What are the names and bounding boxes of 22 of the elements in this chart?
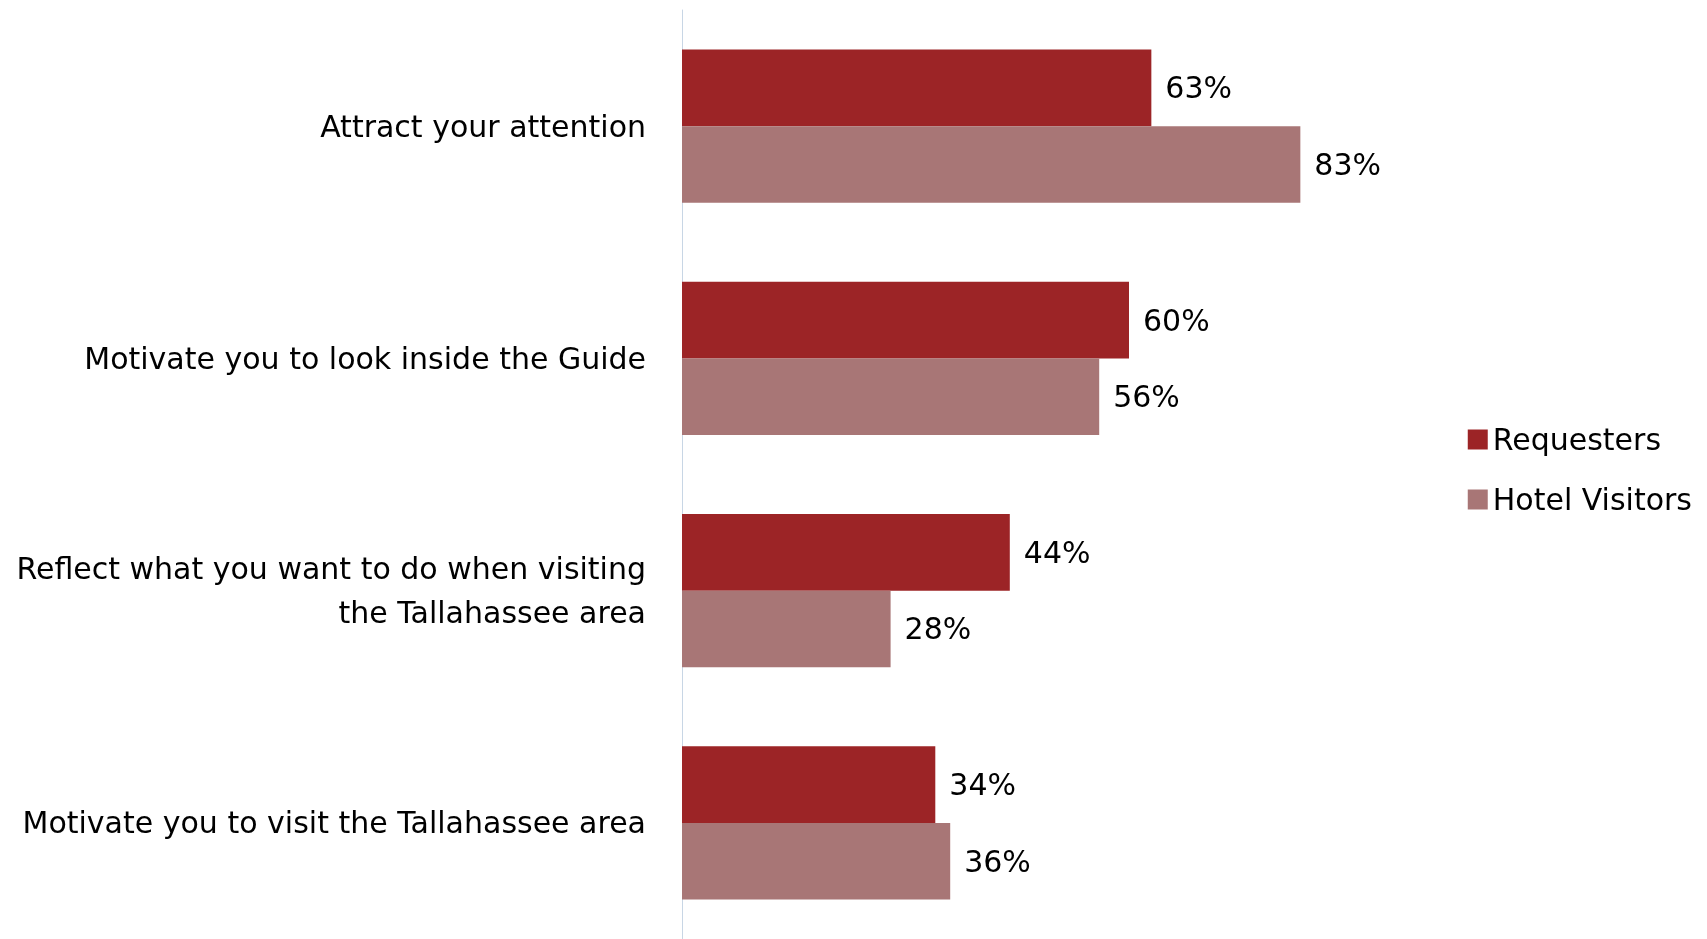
- bar: [682, 281, 1129, 359]
- bar: [682, 49, 1152, 127]
- data-label: 36%: [964, 843, 1031, 879]
- y-tick-label: Attract your attention: [320, 108, 646, 144]
- data-label: 83%: [1314, 146, 1382, 182]
- data-label: 44%: [1023, 534, 1091, 570]
- data-label: 28%: [904, 611, 972, 647]
- data-label: 56%: [1113, 379, 1180, 415]
- bar: [682, 746, 936, 823]
- bar: [682, 590, 891, 668]
- data-label: 34%: [949, 767, 1016, 803]
- bar: [682, 126, 1301, 203]
- bar: [682, 513, 1010, 591]
- y-tick-label: Motivate you to look inside the Guide: [84, 340, 646, 376]
- legend-label: Requesters: [1492, 422, 1662, 457]
- bar: [682, 358, 1100, 436]
- data-label: 63%: [1165, 70, 1233, 106]
- bar: [682, 822, 951, 900]
- y-tick-label: Motivate you to visit the Tallahassee area: [22, 805, 646, 841]
- y-tick-label: Reflect what you want to do when visiting the Tallahassee area: [16, 551, 646, 631]
- data-label: 60%: [1143, 302, 1210, 338]
- legend-label: Hotel Visitors: [1492, 482, 1692, 517]
